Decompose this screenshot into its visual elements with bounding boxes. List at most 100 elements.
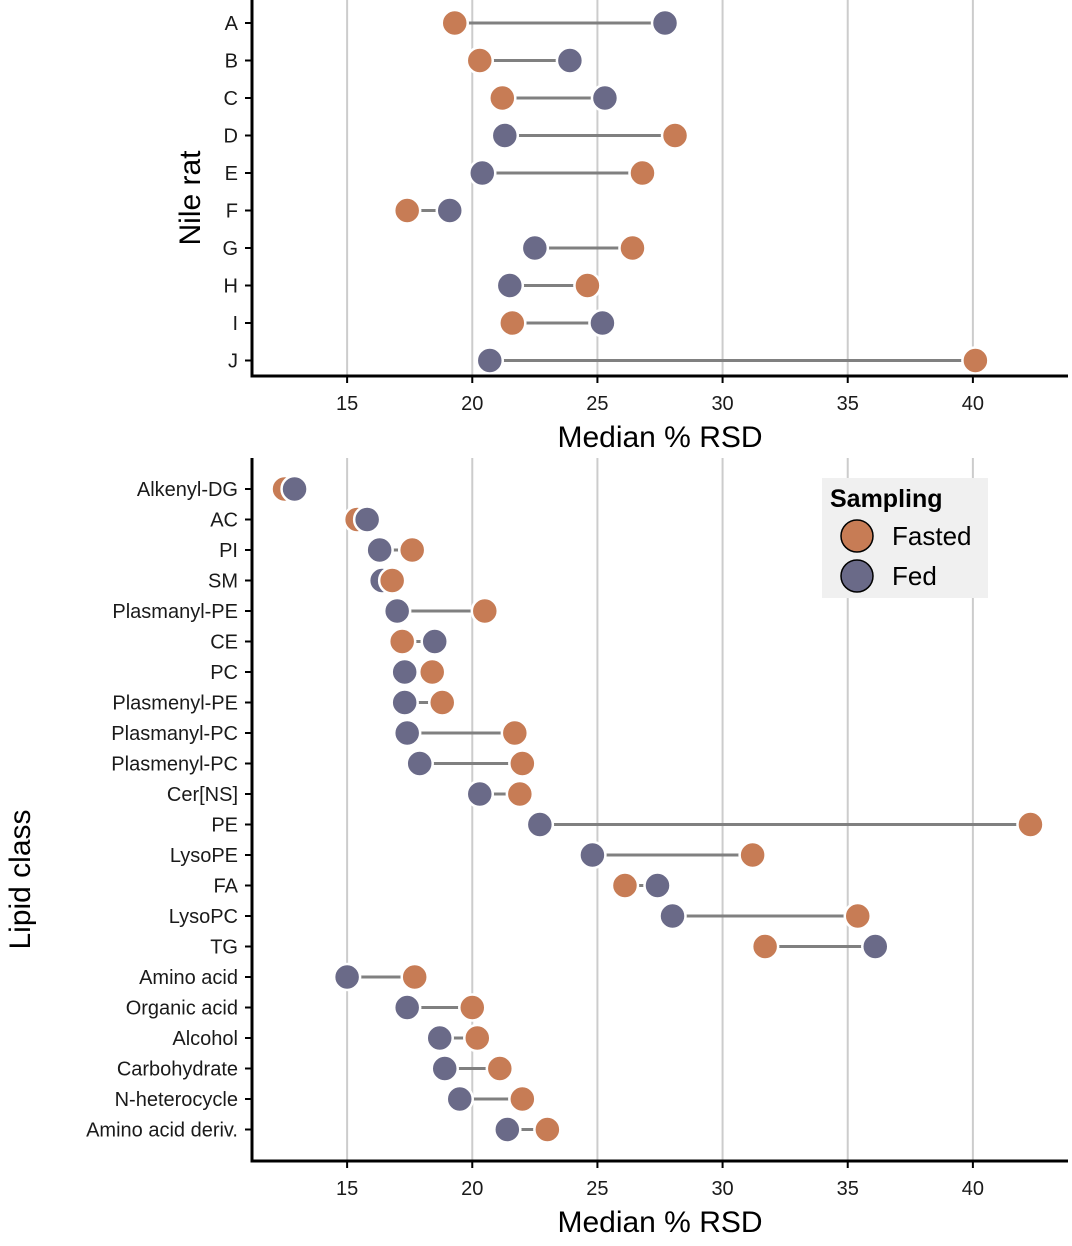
point-fasted-n-heterocycle (508, 1084, 537, 1114)
point-fed-a (650, 8, 680, 38)
point-fed-b (555, 46, 585, 75)
legend-label-fed: Fed (892, 561, 937, 591)
y-tick-label-pc: PC (210, 662, 238, 684)
y-axis-title: Lipid class (4, 809, 37, 949)
axes: 15 20 25 30 35 40 Alkenyl-DG AC PI SM Plasmanyl-PE… (86, 458, 1068, 1200)
x-tick-label-40: 40 (962, 1178, 984, 1200)
y-tick-label-plasmanyl-pc: Plasmanyl-PC (111, 723, 238, 745)
point-fed-alkenyl-dg (280, 474, 309, 504)
y-tick-label-ac: AC (210, 510, 238, 532)
legend-label-fasted: Fasted (892, 521, 972, 551)
y-tick-label-pi: PI (219, 540, 238, 562)
point-fed-amino-acid-deriv (493, 1115, 522, 1144)
x-tick-label-25: 25 (586, 1178, 608, 1200)
point-fasted-e (628, 158, 657, 188)
point-fed-fa (643, 871, 672, 900)
point-fasted-sm (377, 566, 407, 595)
y-tick-label-amino-acid-deriv: Amino acid deriv. (86, 1120, 238, 1142)
point-fasted-fa (610, 871, 640, 900)
x-tick-label-40: 40 (962, 393, 984, 415)
y-tick-label-c: C (224, 88, 238, 110)
grid-lines (346, 0, 974, 376)
point-fasted-alcohol (463, 1023, 492, 1053)
point-fed-j (475, 346, 505, 375)
point-fed-plasmanyl-pe (382, 596, 412, 626)
y-tick-label-pe: PE (211, 815, 238, 837)
y-tick-label-alkenyl-dg: Alkenyl-DG (137, 479, 238, 501)
point-fed-h (495, 271, 525, 300)
legend-title: Sampling (830, 485, 943, 513)
y-tick-label-a: A (225, 13, 239, 35)
point-fasted-pe (1016, 810, 1045, 839)
point-fed-e (468, 158, 497, 188)
point-fasted-lysope (738, 840, 767, 870)
point-fed-pi (365, 535, 394, 565)
point-fasted-organic-acid (458, 993, 487, 1022)
y-tick-label-plasmanyl-pe: Plasmanyl-PE (112, 601, 238, 623)
point-fed-f (435, 196, 464, 225)
point-fasted-tg (750, 932, 780, 961)
x-tick-label-20: 20 (461, 393, 483, 415)
y-tick-label-organic-acid: Organic acid (126, 998, 238, 1020)
panel-lipid-class: 15 20 25 30 35 40 Alkenyl-DG AC PI SM Plasmanyl-PE… (4, 458, 1068, 1239)
point-fed-amino-acid (332, 962, 362, 992)
x-axis-title: Median % RSD (557, 1206, 762, 1239)
point-fasted-carbohydrate (485, 1054, 515, 1083)
point-fasted-lysopc (843, 901, 872, 931)
y-tick-label-d: D (224, 126, 238, 148)
point-fed-cer-ns (465, 779, 495, 809)
point-fasted-h (573, 271, 602, 300)
point-fed-lysopc (658, 901, 687, 931)
y-tick-label-e: E (225, 163, 238, 185)
point-fasted-g (618, 233, 647, 263)
point-fasted-amino-acid-deriv (533, 1115, 562, 1144)
dumbbell-marks (392, 8, 990, 375)
y-tick-label-sm: SM (208, 571, 238, 593)
y-tick-label-g: G (222, 238, 238, 260)
x-tick-label-20: 20 (461, 1178, 483, 1200)
point-fasted-plasmenyl-pe (427, 688, 457, 717)
y-tick-label-alcohol: Alcohol (172, 1028, 238, 1050)
x-tick-label-15: 15 (336, 1178, 358, 1200)
point-fasted-amino-acid (400, 962, 429, 992)
y-tick-label-cer-ns: Cer[NS] (167, 784, 238, 806)
point-fed-n-heterocycle (445, 1084, 475, 1114)
point-fasted-b (465, 46, 495, 75)
y-tick-label-tg: TG (210, 937, 238, 959)
point-fed-plasmenyl-pc (405, 749, 434, 778)
x-tick-label-15: 15 (336, 393, 358, 415)
y-tick-label-plasmenyl-pe: Plasmenyl-PE (112, 693, 238, 715)
point-fasted-a (440, 8, 469, 38)
point-fed-lysope (578, 840, 607, 870)
legend-key-fasted (840, 519, 874, 553)
y-tick-label-h: H (224, 276, 238, 298)
legend: Sampling Fasted Fed (822, 478, 988, 598)
point-fed-c (590, 83, 620, 113)
x-tick-label-35: 35 (837, 393, 859, 415)
point-fed-pe (525, 810, 555, 839)
point-fasted-plasmanyl-pe (470, 596, 500, 626)
point-fed-tg (861, 932, 890, 961)
y-tick-label-ce: CE (210, 632, 238, 654)
point-fasted-j (961, 346, 990, 375)
point-fed-i (588, 308, 617, 338)
y-axis-title: Nile rat (174, 150, 207, 246)
y-tick-label-f: F (226, 201, 238, 223)
point-fasted-plasmenyl-pc (508, 749, 537, 778)
point-fasted-ce (387, 627, 417, 656)
y-tick-label-n-heterocycle: N-heterocycle (115, 1089, 238, 1111)
point-fed-pc (390, 657, 419, 687)
point-fasted-i (498, 308, 527, 338)
point-fed-d (490, 121, 520, 150)
y-tick-label-fa: FA (214, 876, 239, 898)
y-tick-label-lysopc: LysoPC (169, 906, 238, 928)
dumbbell-marks (270, 474, 1045, 1144)
x-tick-label-30: 30 (711, 1178, 733, 1200)
y-tick-label-amino-acid: Amino acid (139, 967, 238, 989)
x-axis-title: Median % RSD (557, 421, 762, 454)
point-fasted-c (488, 83, 517, 113)
point-fasted-f (392, 196, 422, 225)
